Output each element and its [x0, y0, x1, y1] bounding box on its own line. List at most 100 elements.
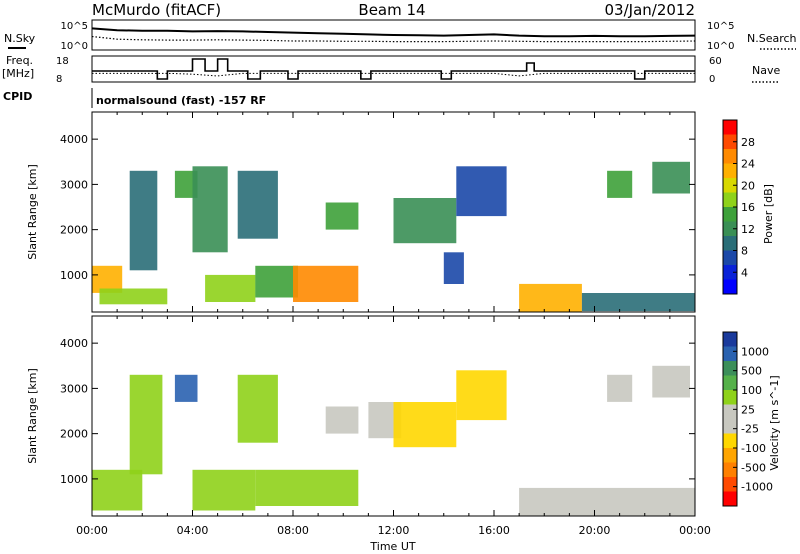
velocity-colorbar-swatch-11 — [723, 491, 737, 506]
velocity-colorbar-swatch-2 — [723, 361, 737, 376]
x-axis-label: Time UT — [369, 540, 415, 553]
power-ytick-label-0: 1000 — [60, 269, 88, 282]
power-cell-12 — [456, 166, 507, 217]
power-colorbar-swatch-11 — [723, 279, 737, 294]
x-tick-label-4: 16:00 — [478, 524, 510, 537]
velocity-cell-11 — [607, 374, 633, 402]
noise-left-tick-bottom: 10^0 — [61, 41, 88, 52]
velocity-cell-2 — [174, 374, 198, 402]
velocity-colorbar-tick-label-7: -1000 — [741, 481, 773, 494]
freq-left-tick-bottom: 8 — [56, 74, 62, 85]
power-cell-8 — [293, 265, 359, 302]
velocity-colorbar-label: Velocity [m s^-1] — [768, 375, 781, 470]
power-cell-13 — [519, 283, 582, 312]
power-colorbar-swatch-2 — [723, 149, 737, 164]
x-tick-label-5: 20:00 — [579, 524, 611, 537]
power-cell-2 — [129, 170, 158, 271]
power-colorbar-swatch-3 — [723, 163, 737, 178]
power-colorbar-swatch-6 — [723, 207, 737, 222]
x-tick-label-6: 00:00 — [679, 524, 711, 537]
nsky-series-line — [91, 27, 696, 38]
velocity-colorbar: 1000 500 100 25 -25 -100 -500 -1000 — [722, 331, 773, 507]
velocity-colorbar-swatch-6 — [723, 419, 737, 434]
power-colorbar-tick-label-4: 12 — [741, 223, 755, 236]
freq-left-tick-top: 18 — [56, 56, 69, 67]
power-cell-1 — [99, 288, 168, 305]
power-colorbar-label: Power [dB] — [762, 184, 775, 244]
power-colorbar-swatch-1 — [723, 134, 737, 149]
power-colorbar-swatch-9 — [723, 250, 737, 265]
velocity-ytick-label-2: 3000 — [60, 382, 88, 395]
nave-series-line — [92, 72, 695, 77]
power-cell-9 — [325, 202, 359, 230]
power-cell-4 — [192, 166, 228, 253]
velocity-ytick-label-1: 2000 — [60, 428, 88, 441]
power-y-axis-label: Slant Range [km] — [26, 164, 39, 260]
nsearch-label: N.Search — [747, 32, 797, 45]
velocity-colorbar-tick-label-4: -25 — [741, 423, 759, 436]
power-colorbar-swatch-0 — [723, 120, 737, 135]
velocity-colorbar-swatch-9 — [723, 462, 737, 477]
power-colorbar-swatch-4 — [723, 178, 737, 193]
velocity-colorbar-frame — [722, 331, 738, 507]
x-tick-label-1: 04:00 — [177, 524, 209, 537]
power-colorbar: 28 24 20 16 12 8 4 — [722, 119, 755, 295]
power-heatmap-cells — [92, 161, 695, 312]
power-colorbar-tick-label-2: 20 — [741, 179, 755, 192]
power-cell-16 — [652, 161, 690, 194]
velocity-y-axis-label: Slant Range [km] — [26, 368, 39, 464]
power-cell-5 — [205, 274, 256, 302]
velocity-colorbar-swatch-10 — [723, 477, 737, 492]
power-cell-10 — [393, 198, 457, 244]
beam-title: Beam 14 — [358, 1, 425, 19]
power-cell-7 — [255, 265, 298, 298]
velocity-cell-8 — [393, 402, 457, 448]
noise-panel-frame — [91, 19, 696, 51]
velocity-colorbar-tick-label-1: 500 — [741, 365, 762, 378]
velocity-cell-6 — [325, 406, 359, 434]
power-colorbar-tick-label-3: 16 — [741, 201, 755, 214]
power-cell-15 — [607, 170, 633, 198]
velocity-cell-3 — [192, 469, 256, 511]
velocity-cell-0 — [92, 469, 143, 511]
cpid-text: normalsound (fast) -157 RF — [96, 94, 266, 107]
velocity-colorbar-tick-label-6: -500 — [741, 461, 766, 474]
power-ytick-label-2: 3000 — [60, 178, 88, 191]
freq-panel-frame — [91, 55, 696, 83]
velocity-cell-12 — [652, 365, 690, 398]
velocity-colorbar-tick-label-2: 100 — [741, 384, 762, 397]
velocity-cell-9 — [456, 370, 507, 421]
power-cell-0 — [92, 265, 123, 293]
power-colorbar-swatch-10 — [723, 265, 737, 280]
x-tick-label-0: 00:00 — [76, 524, 108, 537]
power-ytick-label-1: 2000 — [60, 224, 88, 237]
velocity-x-ticks — [91, 316, 696, 516]
velocity-cell-5 — [255, 469, 359, 506]
nave-label: Nave — [752, 64, 780, 77]
power-colorbar-tick-label-5: 8 — [741, 245, 748, 258]
velocity-colorbar-swatch-4 — [723, 390, 737, 405]
velocity-colorbar-tick-label-3: 25 — [741, 403, 755, 416]
noise-right-tick-top: 10^5 — [707, 21, 734, 32]
power-colorbar-tick-label-6: 4 — [741, 266, 748, 279]
freq-label-line2: [MHz] — [2, 67, 34, 80]
velocity-colorbar-swatch-7 — [723, 433, 737, 448]
x-tick-labels: 00:00 04:00 08:00 12:00 16:00 20:00 00:00 — [76, 524, 711, 537]
velocity-cell-1 — [129, 374, 163, 475]
velocity-heatmap-cells — [92, 365, 695, 516]
power-cell-14 — [581, 293, 695, 312]
date-title: 03/Jan/2012 — [605, 1, 696, 19]
velocity-cell-4 — [237, 374, 278, 443]
noise-right-tick-bottom: 10^0 — [707, 41, 734, 52]
nsky-label: N.Sky — [4, 32, 36, 45]
power-y-ticks: 1000 2000 3000 4000 — [60, 133, 695, 282]
power-ytick-label-3: 4000 — [60, 133, 88, 146]
freq-right-tick-top: 60 — [709, 56, 722, 67]
noise-lines — [91, 27, 696, 43]
velocity-colorbar-swatch-1 — [723, 346, 737, 361]
velocity-y-ticks: 1000 2000 3000 4000 — [60, 337, 695, 486]
nsearch-series-line — [91, 35, 696, 43]
velocity-ytick-label-3: 4000 — [60, 337, 88, 350]
power-colorbar-swatch-5 — [723, 192, 737, 207]
